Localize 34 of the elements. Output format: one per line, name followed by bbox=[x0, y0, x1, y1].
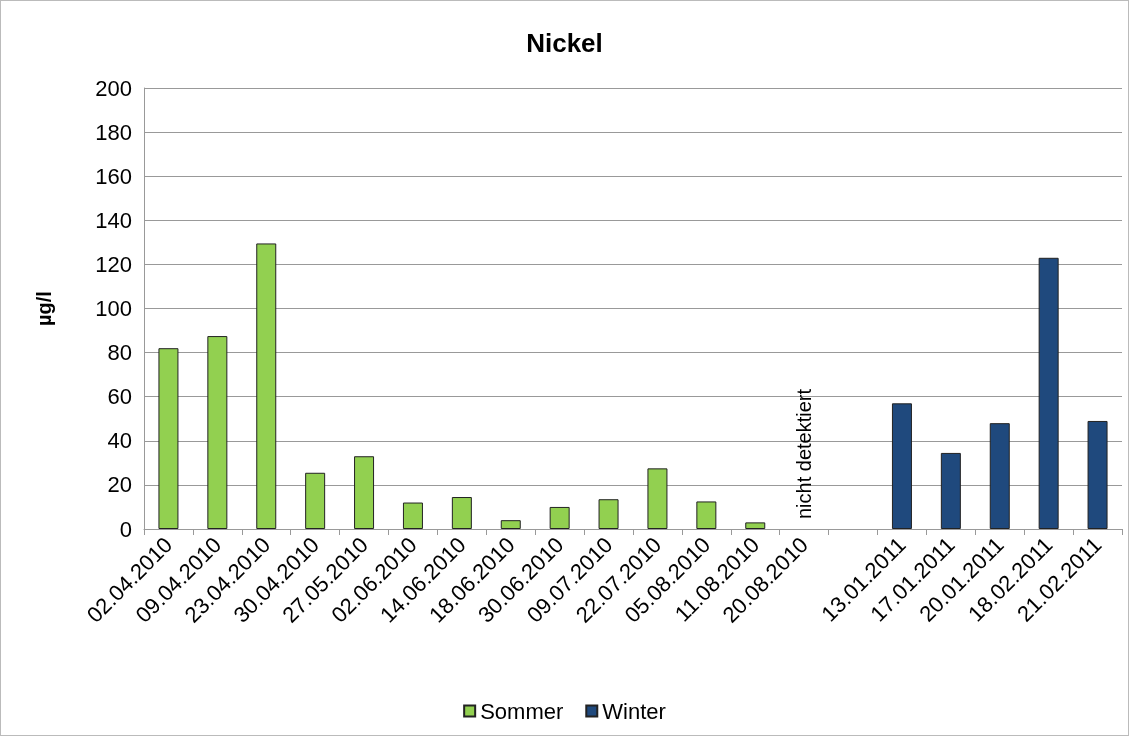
bar bbox=[598, 499, 619, 529]
bar bbox=[402, 502, 423, 529]
bar bbox=[989, 423, 1010, 529]
y-tick-label: 120 bbox=[95, 251, 132, 277]
legend-label: Sommer bbox=[480, 698, 564, 724]
annotation: nicht detektiert bbox=[793, 388, 816, 519]
y-tick-label: 80 bbox=[107, 340, 132, 366]
bar bbox=[891, 403, 912, 529]
bar bbox=[256, 243, 277, 529]
legend-label: Winter bbox=[602, 698, 666, 724]
y-tick-label: 200 bbox=[95, 75, 132, 101]
y-tick-label: 0 bbox=[119, 516, 132, 542]
bar bbox=[745, 522, 766, 529]
bar bbox=[305, 472, 326, 529]
bar bbox=[207, 336, 228, 529]
y-tick-label: 160 bbox=[95, 163, 132, 189]
y-tick-label: 40 bbox=[107, 428, 132, 454]
bar bbox=[940, 452, 961, 529]
bar bbox=[354, 456, 375, 529]
y-tick-label: 140 bbox=[95, 207, 132, 233]
bar bbox=[647, 468, 668, 529]
chart-title: Nickel bbox=[526, 28, 603, 58]
y-axis-title: µg/l bbox=[33, 291, 55, 326]
y-tick-label: 180 bbox=[95, 119, 132, 145]
y-tick-label: 20 bbox=[107, 472, 132, 498]
y-tick-label: 60 bbox=[107, 384, 132, 410]
bar bbox=[1038, 257, 1059, 529]
bar bbox=[158, 348, 179, 529]
bar bbox=[1087, 420, 1108, 529]
bar bbox=[696, 501, 717, 529]
bar bbox=[451, 497, 472, 529]
y-tick-label: 100 bbox=[95, 296, 132, 321]
bar bbox=[500, 520, 521, 529]
bar bbox=[549, 506, 570, 529]
